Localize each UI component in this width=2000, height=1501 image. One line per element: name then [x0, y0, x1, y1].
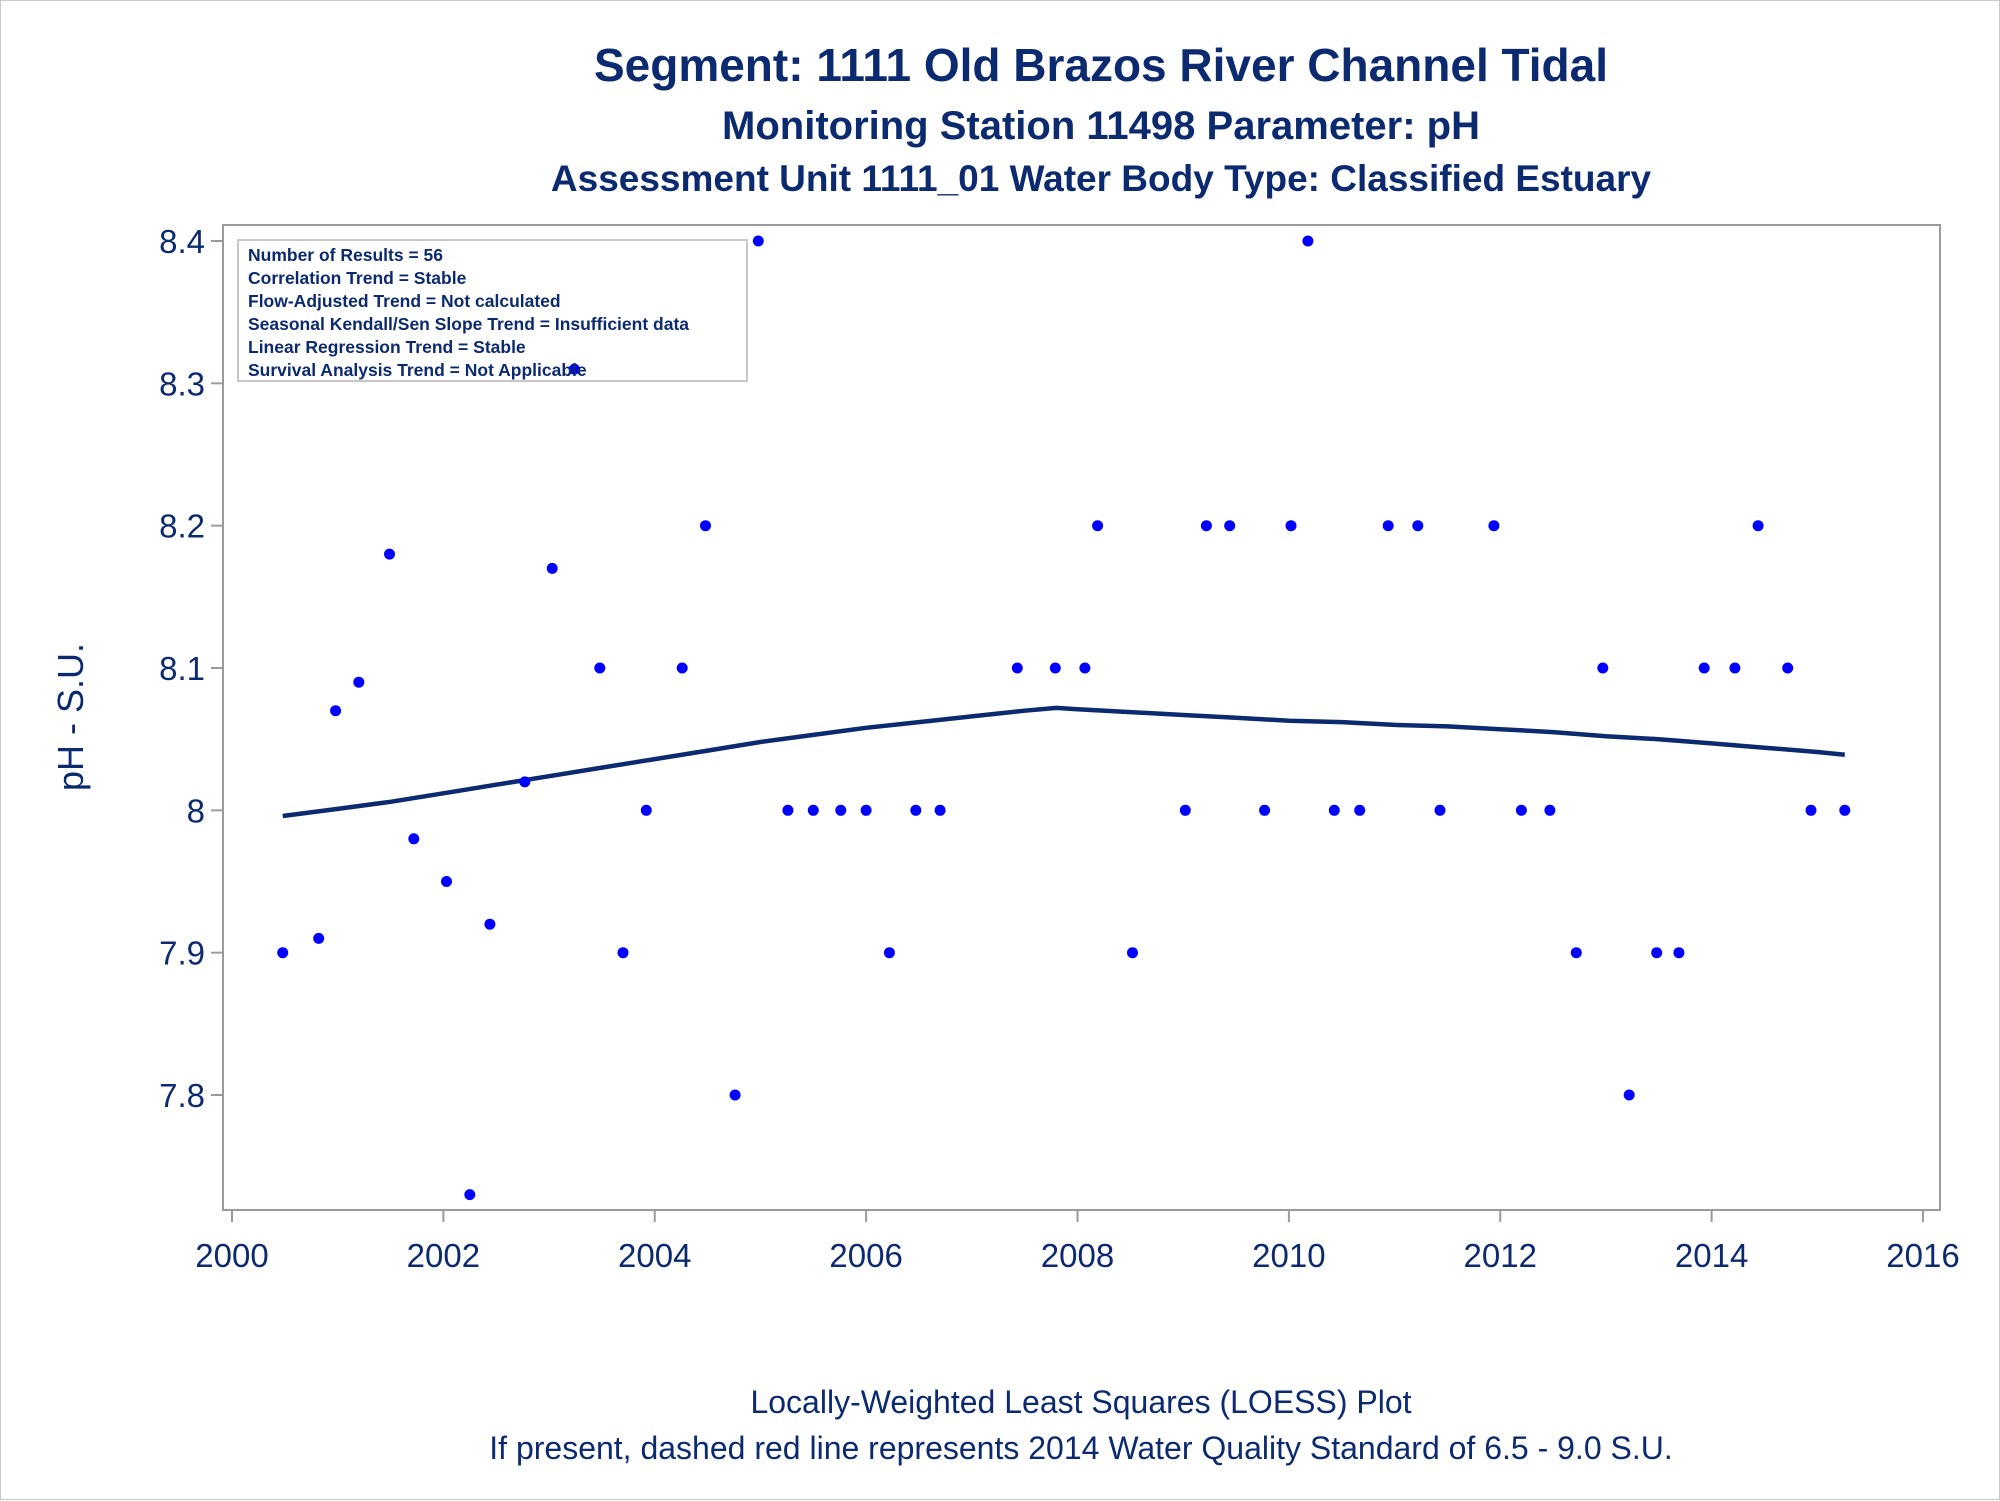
data-point	[384, 548, 395, 560]
x-tick-label: 2010	[1252, 1237, 1325, 1274]
x-tick-label: 2000	[195, 1237, 268, 1274]
data-point	[1544, 804, 1556, 816]
data-point	[1839, 804, 1851, 816]
data-point	[519, 776, 531, 788]
data-point	[1127, 947, 1138, 959]
data-point	[1673, 947, 1685, 959]
data-point	[1623, 1089, 1635, 1101]
data-point	[676, 662, 688, 674]
data-point	[807, 804, 819, 816]
data-point	[408, 833, 420, 845]
data-point	[1434, 804, 1446, 816]
data-point	[782, 804, 794, 816]
trend-info-box: Number of Results = 56 Correlation Trend…	[237, 239, 748, 382]
y-tick-label: 8.4	[159, 223, 205, 260]
data-point	[1382, 520, 1394, 532]
y-tick-label: 7.9	[159, 935, 205, 972]
data-point	[752, 235, 764, 247]
data-point	[1515, 804, 1527, 816]
data-points	[277, 235, 1851, 1201]
data-point	[1752, 520, 1764, 532]
data-point	[1729, 662, 1741, 674]
data-point	[1488, 520, 1500, 532]
data-point	[1224, 520, 1236, 532]
info-correlation-trend: Correlation Trend = Stable	[248, 268, 467, 288]
x-tick-label: 2016	[1886, 1237, 1959, 1274]
data-point	[1597, 662, 1609, 674]
info-linear-regression-trend: Linear Regression Trend = Stable	[248, 337, 526, 357]
data-point	[883, 947, 895, 959]
x-axis: 2000 2002 2004 2006 2008 2010 2012 2014 2016	[195, 1210, 1960, 1274]
x-tick-label: 2012	[1464, 1237, 1537, 1274]
x-tick-label: 2006	[829, 1237, 902, 1274]
chart-subtitle: Monitoring Station 11498 Parameter: pH	[722, 104, 1480, 148]
trend-info-box-border	[237, 239, 748, 382]
data-point	[1049, 662, 1061, 674]
data-point	[1782, 662, 1794, 674]
data-point	[934, 804, 946, 816]
info-survival-analysis-trend: Survival Analysis Trend = Not Applicable	[248, 360, 587, 380]
data-point	[1698, 662, 1710, 674]
data-point	[860, 804, 872, 816]
data-point	[640, 804, 652, 816]
data-point	[353, 676, 365, 688]
data-point	[1805, 804, 1817, 816]
data-point	[700, 520, 711, 532]
y-axis-label: pH - S.U.	[50, 643, 91, 791]
data-point	[568, 363, 580, 375]
data-point	[594, 662, 606, 674]
data-point	[313, 932, 325, 944]
x-tick-label: 2014	[1675, 1237, 1748, 1274]
info-number-of-results: Number of Results = 56	[248, 245, 443, 265]
data-point	[1259, 804, 1271, 816]
data-point	[835, 804, 847, 816]
data-point	[277, 947, 289, 959]
x-tick-label: 2008	[1041, 1237, 1114, 1274]
info-flow-adjusted-trend: Flow-Adjusted Trend = Not calculated	[248, 291, 561, 311]
data-point	[910, 804, 922, 816]
y-tick-label: 8.1	[159, 650, 205, 687]
chart-title: Segment: 1111 Old Brazos River Channel T…	[594, 39, 1608, 91]
x-tick-label: 2004	[618, 1237, 691, 1274]
info-seasonal-kendall-trend: Seasonal Kendall/Sen Slope Trend = Insuf…	[248, 314, 689, 334]
data-point	[1302, 235, 1314, 247]
data-point	[1200, 520, 1212, 532]
data-point	[546, 562, 558, 574]
y-tick-label: 8	[187, 792, 205, 829]
chart-subtitle-2: Assessment Unit 1111_01 Water Body Type:…	[551, 158, 1652, 199]
data-point	[1011, 662, 1023, 674]
data-point	[330, 705, 342, 717]
data-point	[441, 876, 452, 887]
y-tick-label: 7.8	[159, 1077, 205, 1114]
data-point	[1179, 804, 1191, 816]
y-tick-label: 8.2	[159, 508, 205, 545]
data-point	[484, 918, 496, 930]
data-point	[464, 1189, 476, 1201]
y-tick-label: 8.3	[159, 365, 205, 402]
data-point	[1354, 804, 1366, 816]
data-point	[729, 1089, 741, 1101]
data-point	[1079, 662, 1091, 674]
footnote-standard: If present, dashed red line represents 2…	[489, 1430, 1672, 1466]
data-point	[617, 947, 629, 959]
footnote-loess: Locally-Weighted Least Squares (LOESS) P…	[750, 1384, 1411, 1420]
data-point	[1285, 520, 1297, 532]
plot-area	[222, 224, 1941, 1211]
data-point	[1328, 804, 1340, 816]
loess-line	[282, 705, 1846, 819]
data-point	[1412, 520, 1424, 532]
data-point	[1651, 947, 1663, 959]
y-axis: 7.8 7.9 8 8.1 8.2 8.3 8.4	[159, 223, 223, 1114]
data-point	[1570, 947, 1582, 959]
data-point	[1092, 520, 1104, 532]
x-tick-label: 2002	[407, 1237, 480, 1274]
